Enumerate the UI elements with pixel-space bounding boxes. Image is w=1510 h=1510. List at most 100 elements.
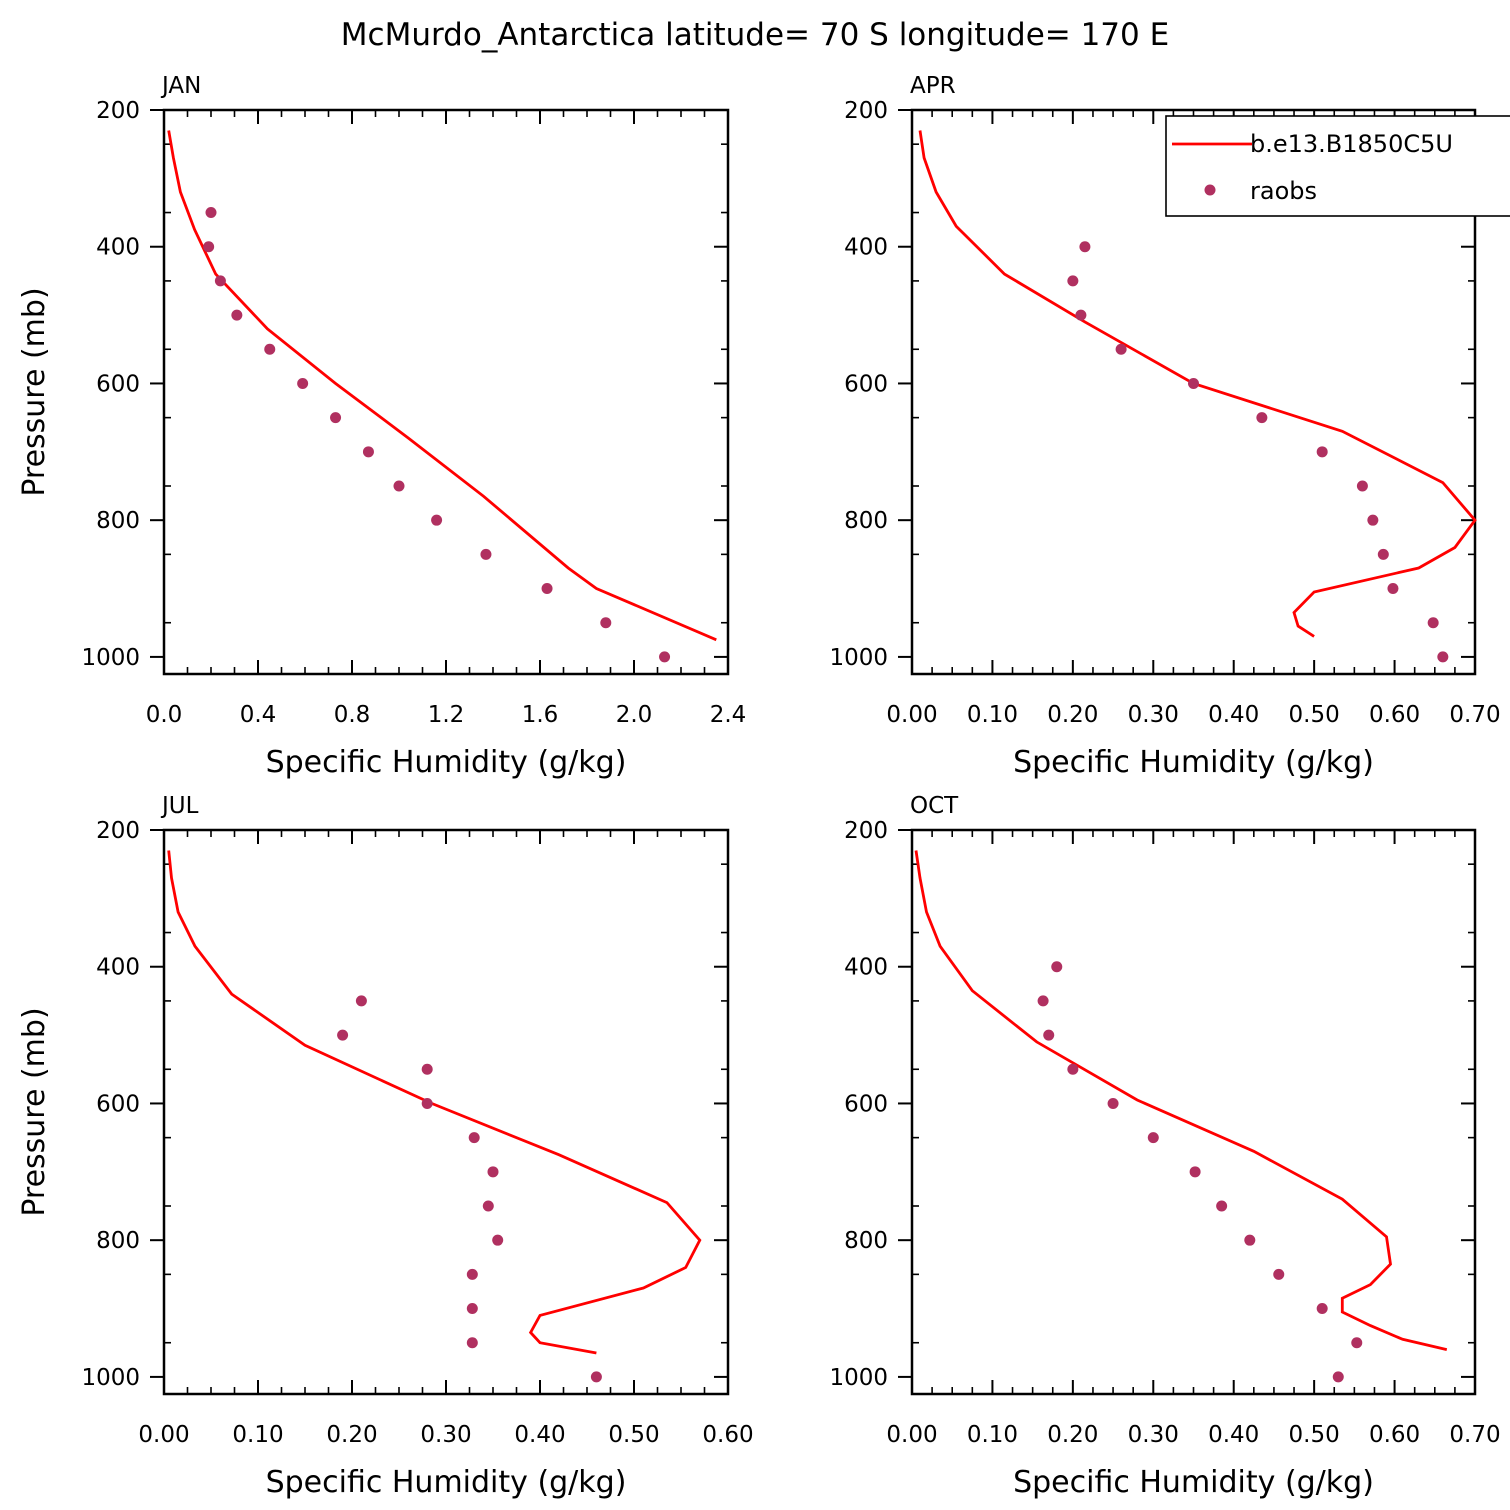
plot-frame <box>910 828 1477 1396</box>
x-tick-label: 0.10 <box>967 1422 1018 1448</box>
raobs-point <box>421 1063 433 1075</box>
raobs-point <box>203 241 215 253</box>
x-tick-label: 0.30 <box>1128 702 1179 728</box>
x-tick-label: 0.60 <box>1369 702 1420 728</box>
raobs-point <box>1079 241 1091 253</box>
raobs-point <box>1043 1029 1055 1041</box>
y-axis-label: Pressure (mb) <box>17 1007 52 1216</box>
x-tick-label: 0.20 <box>326 1422 377 1448</box>
x-tick-label: 0.30 <box>420 1422 471 1448</box>
raobs-point <box>1377 548 1389 560</box>
y-tick-label: 200 <box>96 818 140 844</box>
x-tick-label: 0.10 <box>967 702 1018 728</box>
raobs-point <box>1244 1234 1256 1246</box>
panel-label: JAN <box>160 73 201 99</box>
x-tick-label: 0.50 <box>1289 702 1340 728</box>
y-tick-label: 600 <box>96 371 140 397</box>
raobs-point <box>1332 1371 1344 1383</box>
y-tick-label: 400 <box>844 235 888 261</box>
x-tick-label: 2.0 <box>616 702 653 728</box>
x-tick-label: 0.50 <box>608 1422 659 1448</box>
raobs-point <box>214 275 226 287</box>
raobs-point <box>1367 514 1379 526</box>
x-axis-label: Specific Humidity (g/kg) <box>1013 745 1374 780</box>
raobs-point <box>466 1337 478 1349</box>
y-tick-label: 200 <box>844 98 888 124</box>
y-tick-label: 400 <box>96 955 140 981</box>
raobs-point <box>466 1303 478 1315</box>
raobs-point <box>330 412 342 424</box>
y-tick-label: 800 <box>96 1228 140 1254</box>
panel-apr: APR 0.00 0.10 0.20 0.30 0.40 0.50 0.60 0.70 200 40… <box>829 73 1500 780</box>
x-axis-label: Specific Humidity (g/kg) <box>266 1465 627 1500</box>
panels: JAN 0.0 0.4 0.8 1.2 1.6 2.0 2.4 200 400 600 800 1000… <box>17 73 1510 1500</box>
raobs-point <box>1256 412 1268 424</box>
raobs-point <box>659 651 671 663</box>
x-tick-label: 0.40 <box>514 1422 565 1448</box>
x-tick-label: 0.10 <box>232 1422 283 1448</box>
raobs-point <box>337 1029 349 1041</box>
raobs-point <box>466 1268 478 1280</box>
y-tick-label: 1000 <box>829 1365 888 1391</box>
raobs-point <box>1427 617 1439 629</box>
x-tick-label: 1.6 <box>522 702 559 728</box>
raobs-point <box>482 1200 494 1212</box>
y-axis-label: Pressure (mb) <box>17 287 52 496</box>
raobs-point <box>1437 651 1449 663</box>
y-tick-label: 600 <box>844 371 888 397</box>
x-tick-label: 0.70 <box>1449 1422 1500 1448</box>
model-line-series <box>914 850 1448 1351</box>
panel-jan: JAN 0.0 0.4 0.8 1.2 1.6 2.0 2.4 200 400 600 800 1000… <box>17 73 746 780</box>
raobs-point <box>362 446 374 458</box>
legend-marker-swatch <box>1204 184 1216 196</box>
raobs-point <box>1316 1303 1328 1315</box>
raobs-point <box>1107 1097 1119 1109</box>
x-tick-label: 0.60 <box>702 1422 753 1448</box>
raobs-point <box>421 1097 433 1109</box>
raobs-point <box>1216 1200 1228 1212</box>
panel-oct: OCT 0.00 0.10 0.20 0.30 0.40 0.50 0.60 0.70 200 40… <box>829 793 1500 1500</box>
raobs-point <box>1067 275 1079 287</box>
x-tick-label: 0.20 <box>1047 1422 1098 1448</box>
raobs-point <box>1037 995 1049 1007</box>
figure-title: McMurdo_Antarctica latitude= 70 S longit… <box>341 17 1169 53</box>
raobs-point <box>487 1166 499 1178</box>
panel-label: OCT <box>910 793 959 819</box>
raobs-point <box>492 1234 504 1246</box>
x-tick-label: 0.20 <box>1047 702 1098 728</box>
raobs-point <box>1115 343 1127 355</box>
x-tick-label: 0.30 <box>1128 1422 1179 1448</box>
x-tick-label: 1.2 <box>428 702 465 728</box>
plot-frame <box>162 828 730 1396</box>
x-tick-label: 0.40 <box>1208 1422 1259 1448</box>
raobs-point <box>264 343 276 355</box>
y-tick-label: 400 <box>96 235 140 261</box>
x-axis-label: Specific Humidity (g/kg) <box>1013 1465 1374 1500</box>
x-tick-label: 0.4 <box>240 702 277 728</box>
x-tick-label: 0.50 <box>1289 1422 1340 1448</box>
legend-box <box>1165 115 1510 217</box>
model-line-series <box>918 130 1477 638</box>
raobs-point <box>1273 1268 1285 1280</box>
model-line-series <box>167 130 717 642</box>
raobs-point <box>355 995 367 1007</box>
legend-model-label: b.e13.B1850C5U <box>1250 130 1453 158</box>
raobs-point <box>600 617 612 629</box>
raobs-point <box>1147 1132 1159 1144</box>
panel-label: JUL <box>160 793 199 819</box>
panel-jul: JUL 0.00 0.10 0.20 0.30 0.40 0.50 0.60 200 400 600… <box>17 793 754 1500</box>
y-tick-label: 800 <box>96 508 140 534</box>
raobs-point <box>1316 446 1328 458</box>
raobs-point <box>1351 1337 1363 1349</box>
plot-frame <box>162 108 730 676</box>
raobs-point <box>1387 583 1399 595</box>
raobs-point <box>205 207 217 219</box>
y-tick-label: 1000 <box>81 645 140 671</box>
raobs-point <box>431 514 443 526</box>
x-axis-label: Specific Humidity (g/kg) <box>266 745 627 780</box>
x-tick-label: 0.60 <box>1369 1422 1420 1448</box>
raobs-point <box>480 548 492 560</box>
x-tick-label: 0.40 <box>1208 702 1259 728</box>
raobs-point <box>1188 377 1199 389</box>
